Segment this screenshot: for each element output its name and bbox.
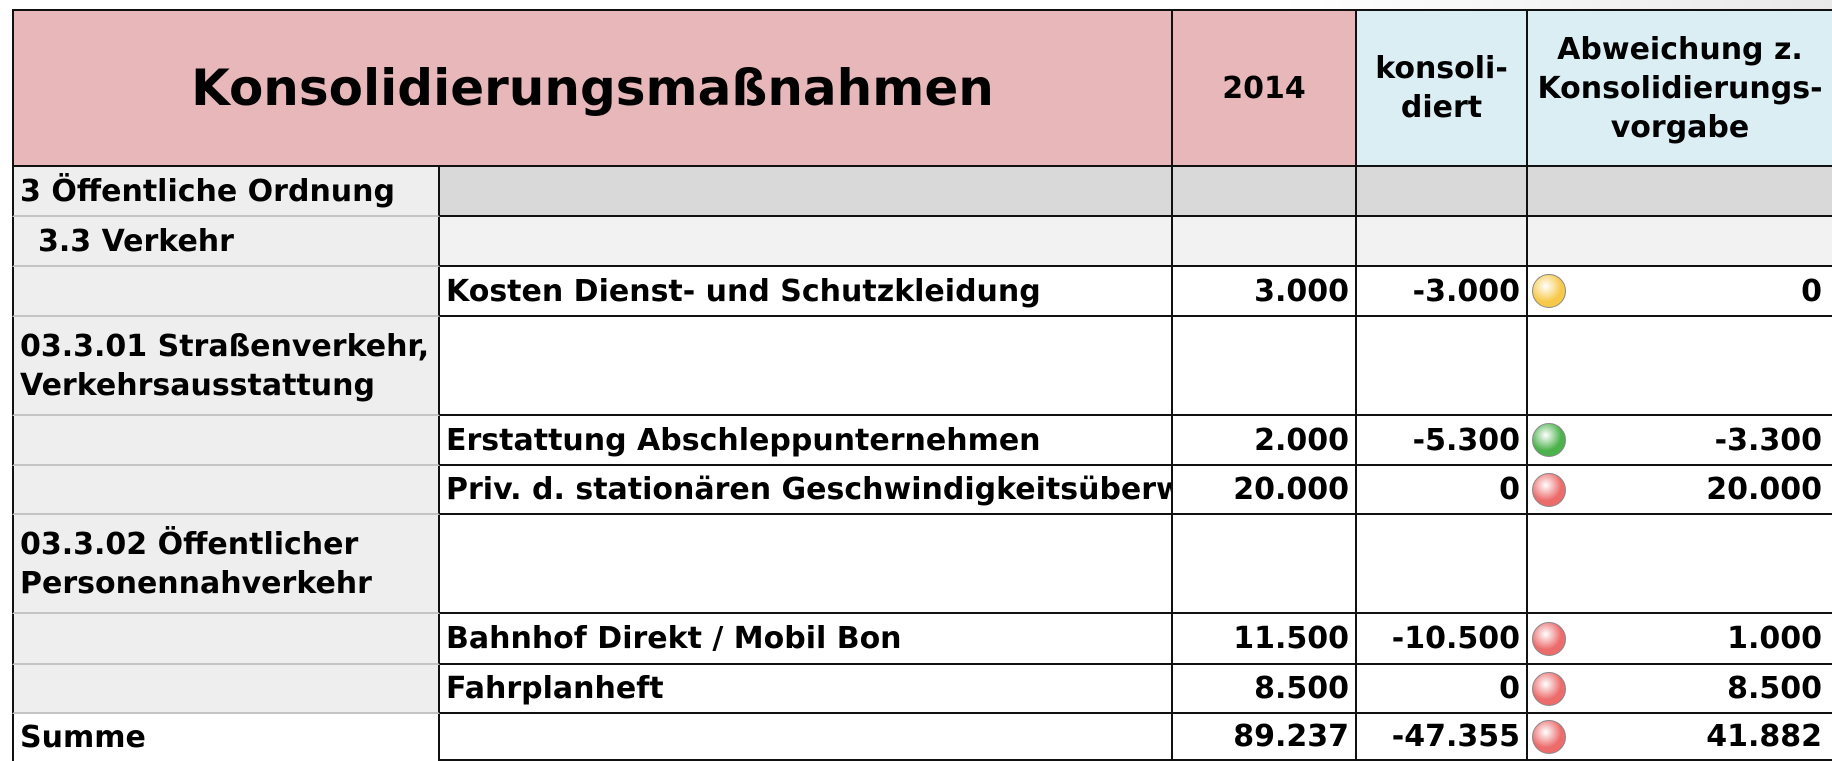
deviation-value: -3.300 — [1528, 416, 1832, 466]
row-label: 03.3.02 Öffentlicher Personennahverkehr — [12, 515, 440, 614]
year-value — [1173, 515, 1357, 614]
row-label: 3 Öffentliche Ordnung — [12, 167, 440, 217]
status-indicator — [1532, 671, 1566, 706]
header-line: vorgabe — [1610, 109, 1750, 145]
deviation-header: Abweichung z. Konsolidierungs-vorgabe — [1528, 9, 1832, 167]
year-value: 11.500 — [1173, 614, 1357, 665]
consolidated-header: konsoli-diert — [1357, 9, 1528, 167]
consolidated-value: -5.300 — [1357, 416, 1528, 466]
row-label — [12, 416, 440, 466]
year-value: 89.237 — [1173, 714, 1357, 761]
year-value — [1173, 217, 1357, 267]
deviation-value: 1.000 — [1528, 614, 1832, 665]
status-indicator — [1532, 472, 1566, 507]
consolidated-value: 0 — [1357, 466, 1528, 515]
consolidated-value — [1357, 317, 1528, 416]
row-label: 03.3.01 Straßenverkehr, Verkehrsausstatt… — [12, 317, 440, 416]
status-indicator — [1532, 274, 1566, 308]
deviation-value: 0 — [1528, 267, 1832, 317]
item-name: Kosten Dienst- und Schutzkleidung — [440, 267, 1173, 317]
item-name — [440, 515, 1173, 614]
header-line: Konsolidierungs- — [1537, 70, 1823, 106]
deviation-value — [1528, 217, 1832, 267]
status-indicator — [1532, 719, 1566, 754]
item-name: Erstattung Abschleppunternehmen — [440, 416, 1173, 466]
year-header: 2014 — [1173, 9, 1357, 167]
consolidated-value: -47.355 — [1357, 714, 1528, 761]
deviation-value: 41.882 — [1528, 714, 1832, 761]
consolidated-value — [1357, 515, 1528, 614]
row-label — [12, 614, 440, 665]
consolidated-value: 0 — [1357, 665, 1528, 714]
consolidated-value: -3.000 — [1357, 267, 1528, 317]
deviation-value — [1528, 317, 1832, 416]
item-name: Fahrplanheft — [440, 665, 1173, 714]
deviation-value — [1528, 515, 1832, 614]
consolidated-value: -10.500 — [1357, 614, 1528, 665]
item-name — [440, 317, 1173, 416]
header-line: Abweichung z. — [1557, 31, 1803, 67]
status-indicator — [1532, 621, 1566, 656]
deviation-value: 8.500 — [1528, 665, 1832, 714]
item-name — [440, 167, 1173, 217]
row-label: Summe — [12, 714, 440, 761]
year-value: 2.000 — [1173, 416, 1357, 466]
row-label — [12, 267, 440, 317]
deviation-value — [1528, 167, 1832, 217]
item-name: Priv. d. stationären Geschwindigkeitsübe… — [440, 466, 1173, 515]
title-cell: Konsolidierungsmaßnahmen — [12, 9, 1173, 167]
row-label — [12, 665, 440, 714]
row-label — [12, 466, 440, 515]
item-name — [440, 714, 1173, 761]
status-indicator — [1532, 423, 1566, 457]
deviation-value: 20.000 — [1528, 466, 1832, 515]
header-line: diert — [1400, 90, 1483, 125]
row-label: 3.3 Verkehr — [12, 217, 440, 267]
year-value: 3.000 — [1173, 267, 1357, 317]
header-line: konsoli- — [1375, 51, 1508, 86]
year-value — [1173, 167, 1357, 217]
item-name: Bahnhof Direkt / Mobil Bon — [440, 614, 1173, 665]
year-value: 20.000 — [1173, 466, 1357, 515]
year-value: 8.500 — [1173, 665, 1357, 714]
item-name — [440, 217, 1173, 267]
year-value — [1173, 317, 1357, 416]
consolidated-value — [1357, 217, 1528, 267]
consolidated-value — [1357, 167, 1528, 217]
